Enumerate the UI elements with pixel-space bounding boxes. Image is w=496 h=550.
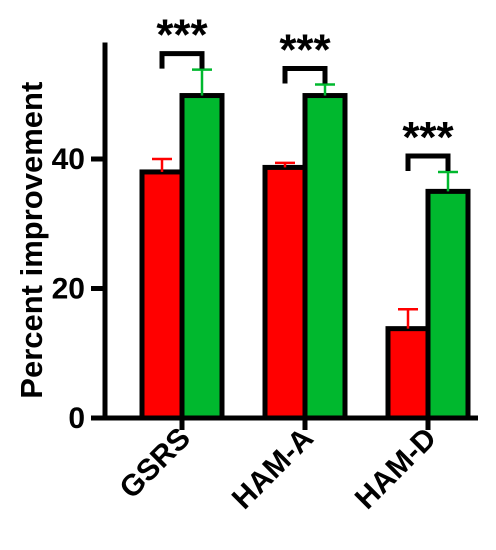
significance-annotations: *** *** *** [156, 11, 455, 171]
bar [385, 326, 431, 421]
bar [302, 93, 348, 421]
bars [139, 93, 471, 421]
x-tick-label: GSRS [113, 422, 196, 505]
y-tick-label: 20 [52, 273, 85, 306]
bar [139, 169, 185, 421]
significance-bracket [159, 51, 205, 69]
significance-bracket [282, 66, 328, 84]
significance-label: *** [402, 113, 454, 162]
bar [262, 164, 308, 421]
error-bars [152, 68, 458, 329]
significance-label: *** [156, 11, 208, 60]
bar [425, 188, 471, 421]
significance-label: *** [279, 26, 331, 75]
y-axis-title: Percent improvement [14, 82, 49, 399]
x-tick-label: HAM-D [349, 422, 443, 516]
y-tick-label: 0 [68, 402, 85, 435]
y-tick-label: 40 [52, 143, 85, 176]
x-tick-label: HAM-A [226, 422, 320, 516]
bar [179, 93, 225, 421]
significance-bracket [405, 153, 451, 171]
